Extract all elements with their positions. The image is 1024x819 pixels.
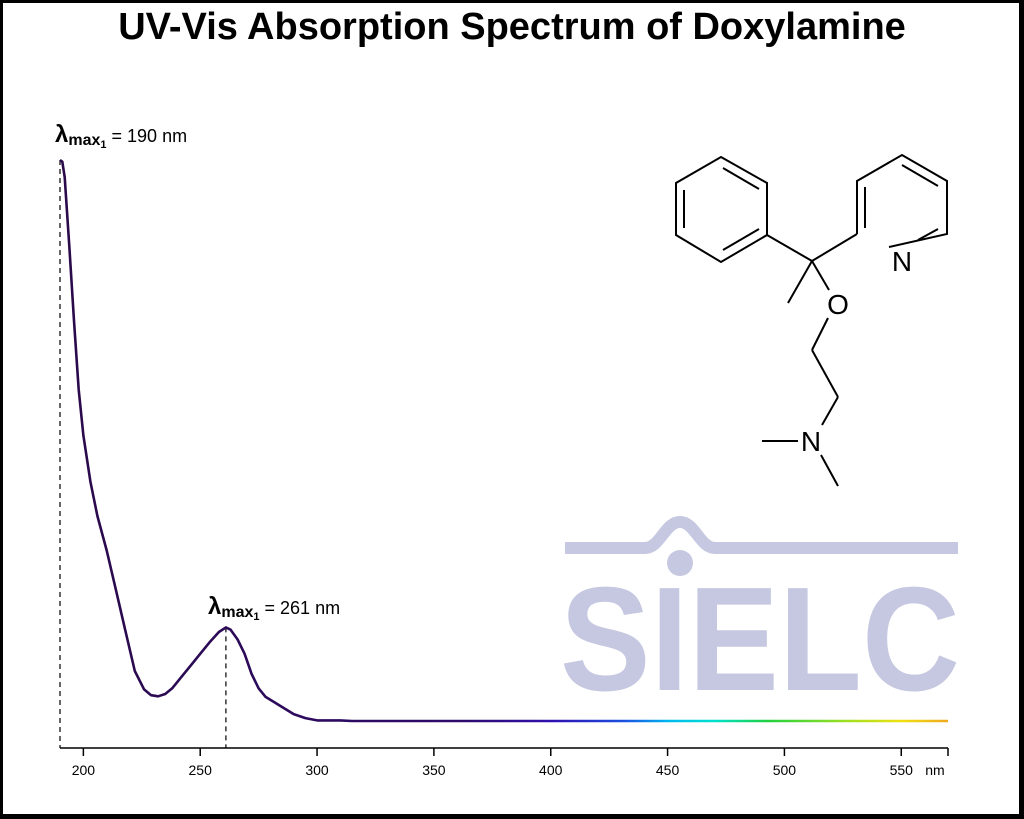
x-tick-label: 350 — [422, 762, 446, 778]
pyridine-ring — [856, 153, 948, 248]
x-tick-label: 400 — [539, 762, 563, 778]
benzene-ring — [675, 155, 768, 264]
x-tick-label: 250 — [189, 762, 213, 778]
atom-n-amine: N — [801, 426, 821, 457]
bond-ch2-ch2 — [811, 349, 839, 398]
watermark-wave — [565, 515, 958, 554]
benzene-double-bonds — [683, 167, 760, 251]
sielc-watermark: SIELC — [560, 515, 960, 722]
bond-o-ch2 — [811, 317, 829, 351]
bond-n-me2 — [820, 454, 839, 487]
bond-ph-c — [766, 234, 813, 262]
watermark-dot — [667, 550, 693, 576]
pyridine-double-bonds — [864, 164, 939, 241]
peak-label: λmax1 = 261 nm — [208, 593, 340, 623]
x-tick-label: 300 — [305, 762, 329, 778]
bond-c-py — [811, 233, 858, 262]
x-tick-label: 200 — [72, 762, 96, 778]
bond-c-o — [811, 260, 830, 291]
x-tick-label: 550 — [890, 762, 914, 778]
watermark-text: SIELC — [560, 557, 960, 722]
x-tick-label: 500 — [773, 762, 797, 778]
bond-ch2-n — [821, 396, 839, 426]
spectrum-line — [59, 158, 948, 723]
doxylamine-structure: N O N — [675, 153, 948, 487]
bond-c-methyl — [787, 260, 813, 304]
x-tick-label: 450 — [656, 762, 680, 778]
peak-label: λmax1 = 190 nm — [55, 121, 187, 151]
peak-markers: λmax1 = 190 nm λmax1 = 261 nm — [55, 121, 340, 748]
atom-n-ring: N — [892, 246, 912, 277]
chart-title: UV-Vis Absorption Spectrum of Doxylamine — [118, 6, 906, 48]
atom-o: O — [827, 289, 849, 320]
x-axis: 200 250 300 350 400 450 500 550 nm — [60, 747, 949, 778]
x-axis-unit-label: nm — [925, 762, 944, 778]
